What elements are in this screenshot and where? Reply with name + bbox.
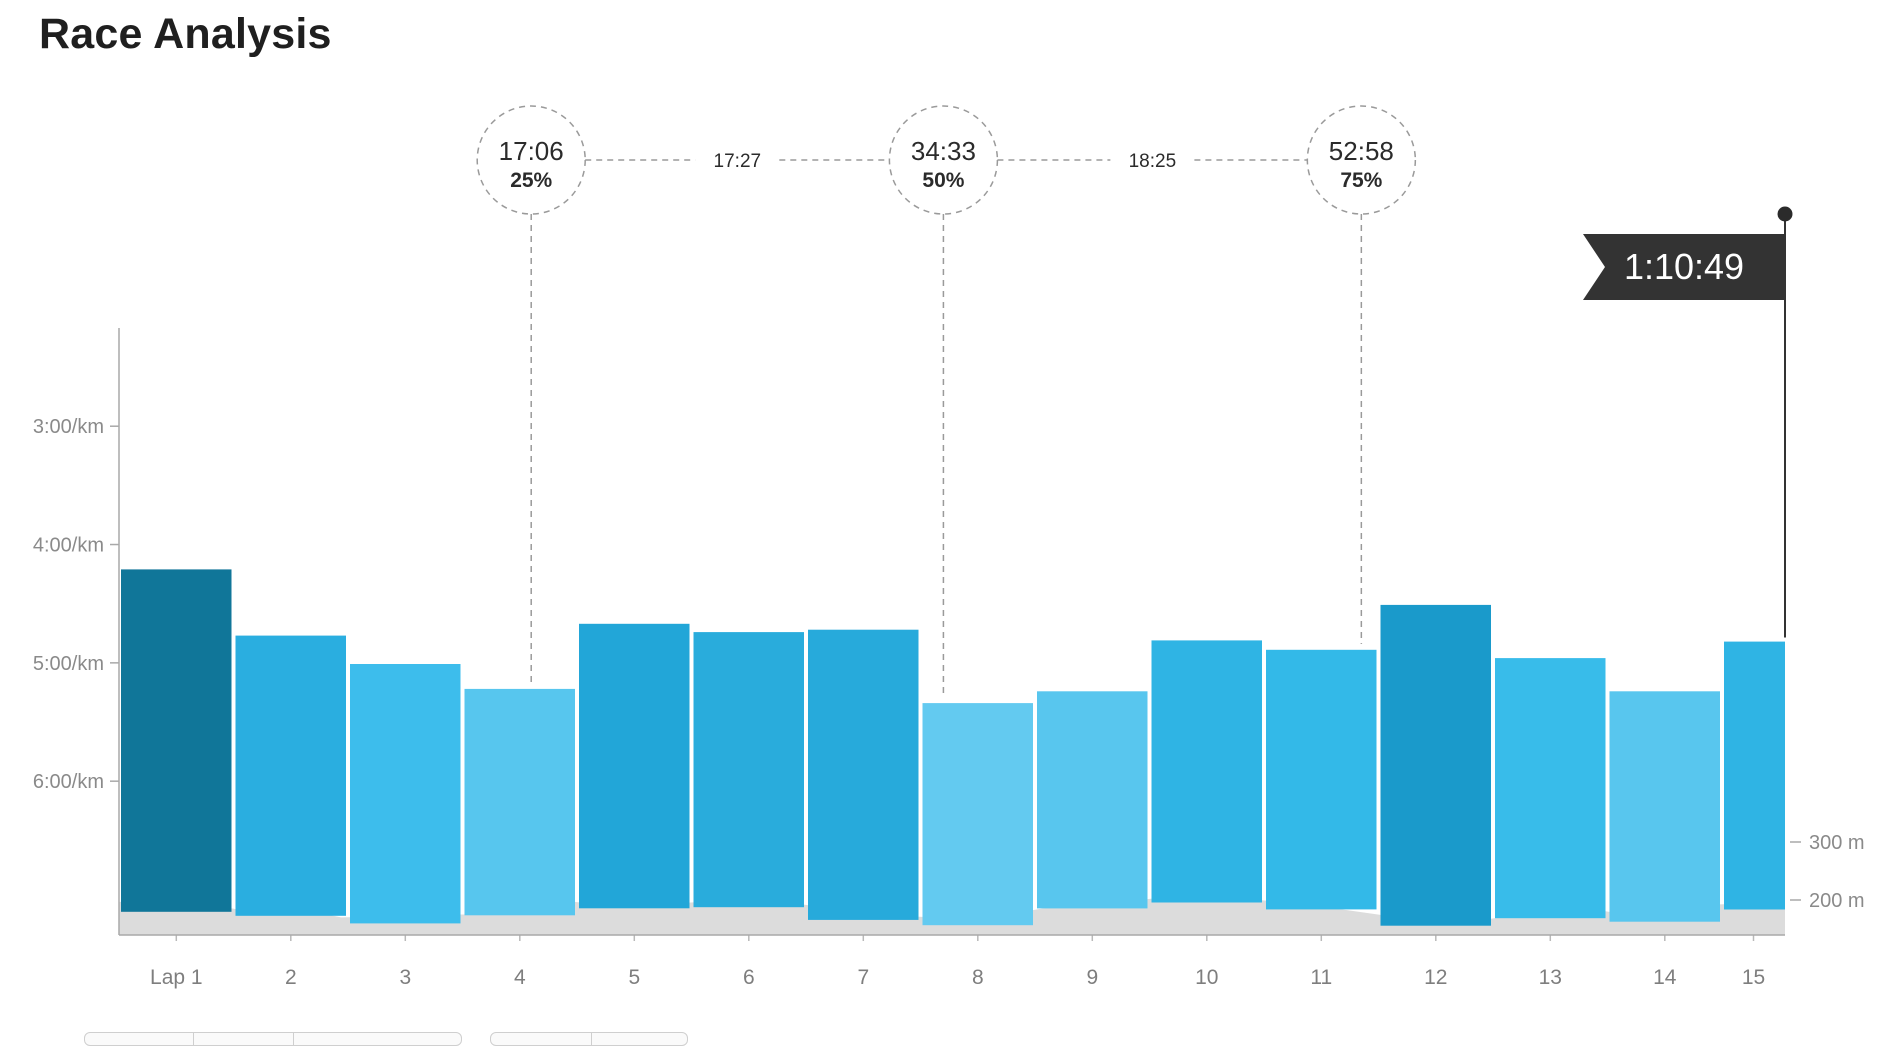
x-tick-label: 2	[285, 966, 297, 989]
x-tick-label: 9	[1086, 966, 1098, 989]
x-tick-label: 6	[743, 966, 755, 989]
chart-toggle-group-left[interactable]	[84, 1032, 462, 1046]
lap-bar	[350, 664, 461, 924]
finish-time: 1:10:49	[1624, 246, 1744, 287]
x-tick-label: 12	[1424, 966, 1447, 989]
lap-bar	[1151, 640, 1262, 903]
x-tick-label: Lap 1	[150, 966, 203, 989]
lap-bar	[1266, 649, 1377, 910]
x-tick-label: 4	[514, 966, 526, 989]
y-tick-label: 5:00/km	[33, 653, 104, 675]
lap-bar	[235, 635, 346, 916]
split-time: 52:58	[1329, 136, 1394, 166]
lap-bar	[464, 688, 575, 916]
x-tick-label: 14	[1653, 966, 1677, 989]
chart-axes: Lap 1 2 3 4 5 6 7 8 9 10 11 12 13 14 15 3:00/km 4:00/km 5…	[33, 328, 1865, 989]
split-percent: 50%	[922, 169, 964, 192]
split-percent: 25%	[510, 169, 552, 192]
lap-bar	[808, 629, 919, 920]
x-tick-label: 15	[1742, 966, 1765, 989]
split-markers: 17:06 25% 34:33 50% 52:58 75% 17:27 18:25	[476, 105, 1417, 698]
lap-bar	[1609, 691, 1720, 922]
x-tick-label: 7	[857, 966, 869, 989]
elevation-layer	[119, 896, 1785, 935]
x-tick-label: 3	[399, 966, 411, 989]
lap-bar	[1037, 691, 1148, 909]
page-title: Race Analysis	[39, 10, 332, 58]
x-tick-label: 5	[628, 966, 640, 989]
lap-bars	[121, 569, 1785, 926]
lap-bar	[121, 569, 232, 912]
x-tick-label: 8	[972, 966, 984, 989]
chart-toggle-group-right[interactable]	[490, 1032, 688, 1046]
lap-bar	[1724, 641, 1785, 910]
segment-time: 18:25	[1129, 151, 1177, 172]
x-tick-label: 10	[1195, 966, 1218, 989]
x-tick-label: 11	[1310, 966, 1332, 989]
lap-bar	[693, 632, 804, 908]
finish-pole-top	[1777, 206, 1793, 222]
finish-flag: 1:10:49	[1583, 206, 1793, 638]
segment-time: 17:27	[714, 151, 762, 172]
elevation-tick-label: 200 m	[1809, 890, 1865, 912]
finish-banner	[1583, 234, 1785, 300]
split-time: 34:33	[911, 136, 976, 166]
elevation-area	[119, 896, 1785, 935]
lap-bar	[1495, 658, 1606, 919]
split-time: 17:06	[499, 136, 564, 166]
split-percent: 75%	[1340, 169, 1382, 192]
elevation-tick-label: 300 m	[1809, 832, 1865, 854]
lap-bar	[922, 703, 1033, 926]
lap-bar	[579, 623, 690, 909]
y-tick-label: 3:00/km	[33, 416, 104, 438]
y-tick-label: 6:00/km	[33, 771, 104, 793]
x-tick-label: 13	[1539, 966, 1562, 989]
lap-bar	[1380, 604, 1491, 926]
y-tick-label: 4:00/km	[33, 535, 104, 557]
